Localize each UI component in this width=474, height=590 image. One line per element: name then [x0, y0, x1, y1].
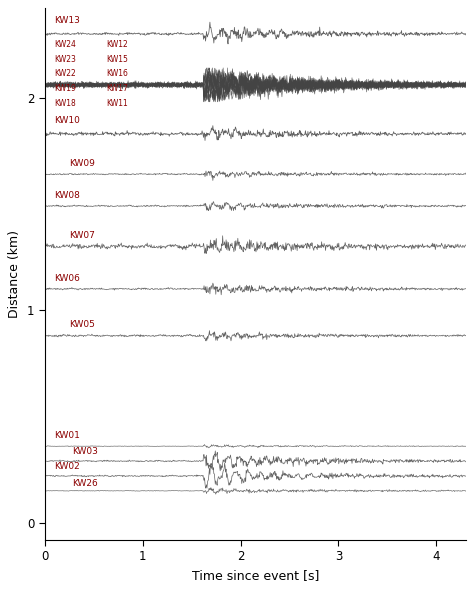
- Text: KW09: KW09: [69, 159, 95, 168]
- Text: KW08: KW08: [55, 191, 81, 199]
- Text: KW10: KW10: [55, 116, 81, 125]
- Text: KW26: KW26: [72, 478, 98, 487]
- Text: KW18: KW18: [55, 99, 76, 108]
- Text: KW17: KW17: [107, 84, 128, 93]
- Text: KW05: KW05: [69, 320, 95, 329]
- Text: KW24: KW24: [55, 40, 76, 49]
- Text: KW02: KW02: [55, 461, 81, 471]
- Y-axis label: Distance (km): Distance (km): [9, 230, 21, 318]
- Text: KW12: KW12: [107, 40, 128, 49]
- X-axis label: Time since event [s]: Time since event [s]: [191, 569, 319, 582]
- Text: KW13: KW13: [55, 17, 81, 25]
- Text: KW11: KW11: [107, 99, 128, 108]
- Text: KW22: KW22: [55, 70, 76, 78]
- Text: KW07: KW07: [69, 231, 95, 240]
- Text: KW06: KW06: [55, 274, 81, 283]
- Text: KW15: KW15: [107, 55, 128, 64]
- Text: KW01: KW01: [55, 431, 81, 440]
- Text: KW03: KW03: [72, 447, 98, 455]
- Text: KW19: KW19: [55, 84, 76, 93]
- Text: KW23: KW23: [55, 55, 76, 64]
- Text: KW16: KW16: [107, 70, 128, 78]
